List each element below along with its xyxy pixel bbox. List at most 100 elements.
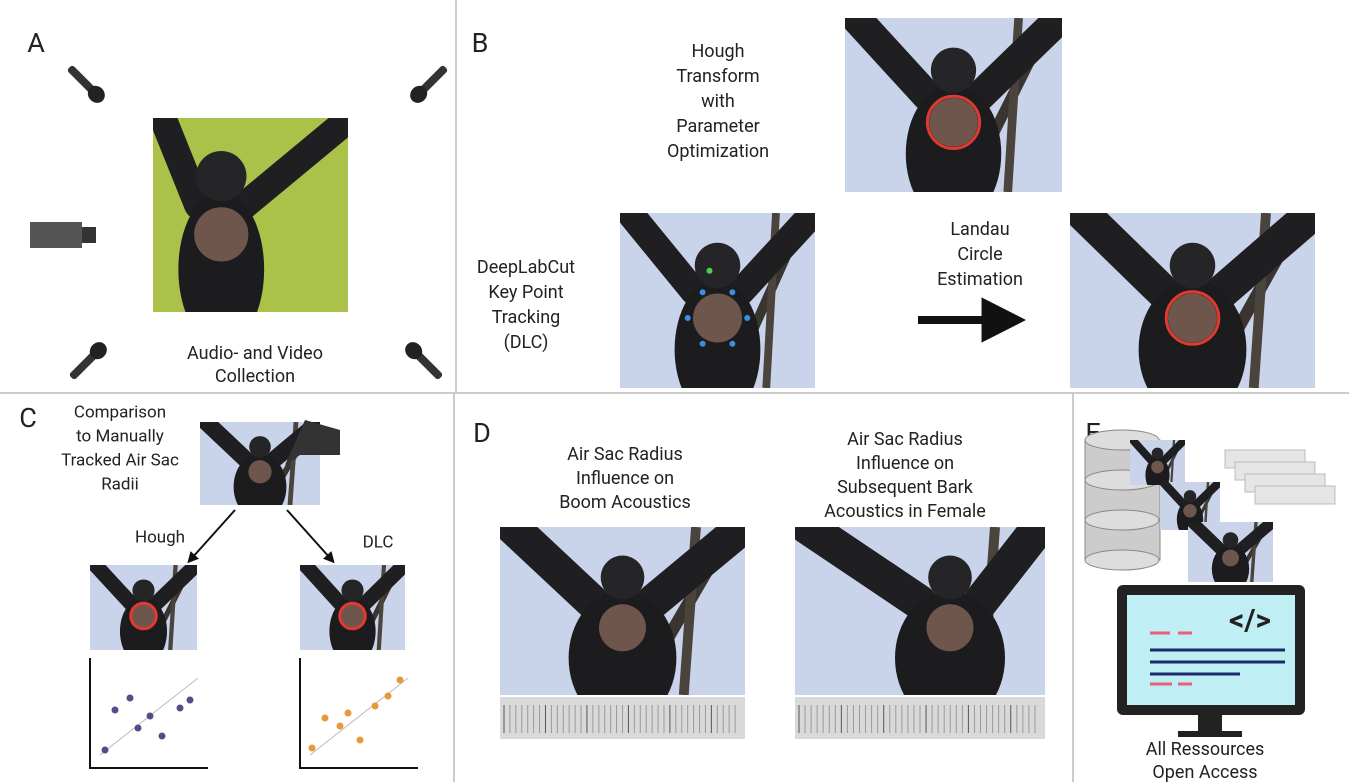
air-sac	[248, 460, 272, 484]
label-text: Tracking	[492, 307, 561, 328]
monitor-stand	[1198, 715, 1222, 733]
microphone-icon	[69, 342, 107, 380]
arm	[200, 422, 255, 468]
photo	[500, 527, 745, 695]
label-text: Parameter	[676, 116, 759, 137]
key-point	[706, 267, 713, 274]
label-text: A	[27, 27, 45, 59]
label-text: Optimization	[667, 141, 769, 162]
head	[928, 555, 972, 600]
head	[341, 579, 364, 602]
label-text: Boom Acoustics	[559, 492, 691, 513]
label-text: Subsequent Bark	[837, 477, 974, 498]
photo	[795, 527, 1045, 695]
head	[930, 47, 977, 93]
air-sac	[693, 293, 742, 343]
arm	[300, 565, 348, 611]
photo	[1070, 213, 1315, 388]
key-point	[744, 315, 751, 321]
arm	[1130, 440, 1155, 465]
arm	[90, 565, 139, 611]
head	[694, 242, 741, 289]
arm	[357, 565, 405, 611]
air-sac	[340, 604, 365, 628]
arm	[1204, 213, 1315, 309]
label-text: to Manually	[76, 426, 164, 446]
photo	[1130, 440, 1185, 485]
microphone-icon	[405, 342, 443, 380]
label-text: Hough	[135, 527, 185, 547]
arm	[1160, 440, 1185, 465]
fit-circle	[338, 601, 367, 631]
arm	[148, 565, 197, 611]
head	[1222, 532, 1239, 548]
label-text: Radii	[101, 474, 139, 494]
plot-dot	[146, 712, 154, 720]
head	[1183, 490, 1197, 503]
plot-dot	[134, 724, 142, 732]
label-text: Landau	[950, 219, 1009, 240]
photo	[845, 18, 1062, 192]
label-text: Circle	[957, 244, 1002, 265]
microphone-icon	[410, 65, 448, 103]
arm	[962, 527, 1045, 621]
plot-dot	[176, 704, 184, 712]
arm	[1070, 213, 1181, 309]
arm	[845, 18, 943, 112]
label-text: Hough	[691, 41, 744, 62]
label-text: All Ressources	[1146, 739, 1265, 760]
plot-dot	[396, 676, 404, 684]
air-sac	[926, 604, 974, 652]
microphone-icon	[67, 65, 105, 103]
arm	[727, 213, 815, 306]
mic-handle	[67, 65, 96, 94]
photo	[620, 213, 815, 388]
mic-head	[410, 85, 428, 103]
head	[196, 150, 247, 202]
plot-axes	[299, 658, 418, 769]
air-sac	[194, 207, 249, 262]
label-text: D	[473, 417, 491, 449]
arm	[500, 527, 611, 620]
label-text: Collection	[215, 366, 295, 387]
spectro-stack	[1254, 485, 1336, 505]
fit-circle	[925, 94, 982, 151]
arrow	[191, 509, 236, 559]
arm	[620, 213, 708, 306]
fit-circle	[1164, 290, 1221, 346]
photo	[300, 565, 405, 650]
mic-head	[89, 342, 107, 360]
head	[600, 555, 645, 600]
mic-handle	[69, 351, 98, 380]
label-text: (DLC)	[504, 332, 549, 353]
label-text: B	[472, 27, 489, 59]
air-sac	[131, 604, 156, 628]
head	[249, 436, 271, 458]
label-text: Influence on	[576, 468, 674, 489]
mic-handle	[419, 65, 448, 94]
arm	[153, 118, 212, 219]
plot-dot	[158, 732, 166, 740]
arm	[964, 18, 1062, 112]
label-text: Transform	[676, 66, 759, 87]
label-text: Comparison	[74, 402, 166, 422]
plot-dot	[101, 746, 109, 754]
arm	[1160, 482, 1188, 508]
camera-body	[30, 222, 82, 248]
key-point	[729, 340, 736, 347]
key-point	[684, 315, 691, 321]
label-text: DLC	[363, 532, 394, 552]
arm	[1188, 522, 1227, 555]
head	[1151, 447, 1164, 460]
camera-lens	[82, 227, 96, 243]
code-icon: </>	[1229, 603, 1271, 638]
mic-handle	[414, 351, 443, 380]
head	[132, 579, 155, 602]
photo	[200, 422, 320, 505]
label-text: Tracked Air Sac	[61, 450, 179, 470]
label-text: Estimation	[937, 269, 1023, 290]
head	[1169, 242, 1216, 289]
arm	[1234, 522, 1273, 555]
database-disk	[1084, 549, 1160, 571]
